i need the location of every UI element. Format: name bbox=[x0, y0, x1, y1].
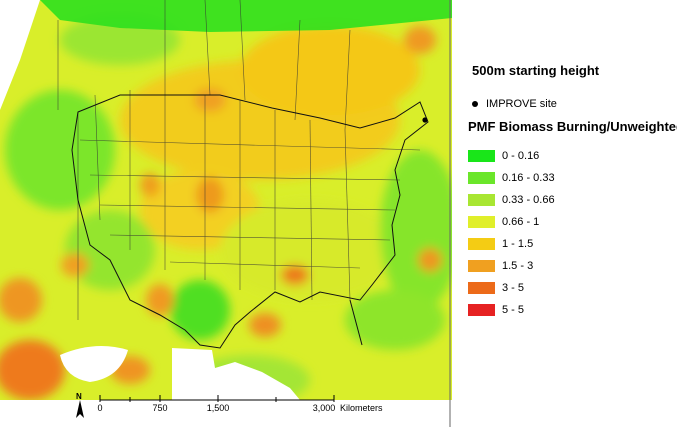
north-arrow: N bbox=[68, 390, 92, 420]
site-label: IMPROVE site bbox=[486, 98, 557, 110]
legend-label: 0.33 - 0.66 bbox=[502, 193, 555, 206]
site-legend: IMPROVE site bbox=[472, 98, 557, 110]
map-title: 500m starting height bbox=[472, 63, 600, 78]
improve-site-marker bbox=[422, 117, 428, 123]
legend-item: 0.16 - 0.33 bbox=[468, 168, 555, 187]
legend-label: 0.16 - 0.33 bbox=[502, 171, 555, 184]
legend-label: 5 - 5 bbox=[502, 303, 525, 316]
legend-item: 0.66 - 1 bbox=[468, 212, 555, 231]
state-boundaries bbox=[57, 0, 421, 320]
legend-swatch bbox=[468, 259, 495, 272]
legend-swatch bbox=[468, 281, 495, 294]
scale-unit-label: Kilometers bbox=[340, 403, 383, 413]
scale-bar: N 0 750 1,500 3,000 Kilometers bbox=[68, 390, 448, 422]
legend-swatch bbox=[468, 215, 495, 228]
legend-panel: 500m starting height IMPROVE site PMF Bi… bbox=[458, 0, 677, 427]
legend-swatch bbox=[468, 303, 495, 316]
legend-list: 0 - 0.16 0.16 - 0.33 0.33 - 0.66 0.66 - 1 1 … bbox=[468, 146, 555, 322]
legend-label: 1.5 - 3 bbox=[502, 259, 534, 272]
map-panel: N 0 750 1,500 3,000 Kilometers bbox=[0, 0, 452, 427]
site-dot-icon bbox=[472, 101, 478, 108]
legend-label: 0.66 - 1 bbox=[502, 215, 540, 228]
legend-label: 0 - 0.16 bbox=[502, 149, 540, 162]
legend-item: 1 - 1.5 bbox=[468, 234, 555, 253]
concentration-map bbox=[0, 0, 452, 427]
legend-item: 0 - 0.16 bbox=[468, 146, 555, 165]
scale-tick-label: 0 bbox=[97, 403, 103, 413]
legend-item: 1.5 - 3 bbox=[468, 256, 555, 275]
legend-item: 5 - 5 bbox=[468, 300, 555, 319]
scale-tick-label: 750 bbox=[152, 403, 168, 413]
legend-swatch bbox=[468, 237, 495, 250]
legend-item: 0.33 - 0.66 bbox=[468, 190, 555, 209]
legend-label: 1 - 1.5 bbox=[502, 237, 534, 250]
legend-item: 3 - 5 bbox=[468, 278, 555, 297]
legend-swatch bbox=[468, 193, 495, 206]
scale-tick-label: 1,500 bbox=[206, 403, 230, 413]
legend-swatch bbox=[468, 171, 495, 184]
country-outline bbox=[71, 94, 429, 349]
legend-swatch bbox=[468, 149, 495, 162]
scale-tick-label: 3,000 bbox=[312, 403, 336, 413]
legend-title: PMF Biomass Burning/Unweighted bbox=[468, 119, 677, 134]
north-label: N bbox=[76, 392, 82, 401]
legend-label: 3 - 5 bbox=[502, 281, 525, 294]
concentration-field bbox=[0, 0, 452, 400]
